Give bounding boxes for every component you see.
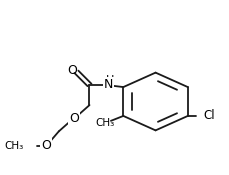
Text: O: O	[69, 112, 79, 125]
Text: CH₃: CH₃	[95, 118, 114, 128]
Text: O: O	[67, 64, 77, 77]
Text: H: H	[105, 75, 114, 85]
Text: O: O	[41, 139, 51, 152]
Text: CH₃: CH₃	[4, 141, 23, 151]
Text: Cl: Cl	[203, 109, 214, 122]
Text: N: N	[104, 78, 113, 92]
